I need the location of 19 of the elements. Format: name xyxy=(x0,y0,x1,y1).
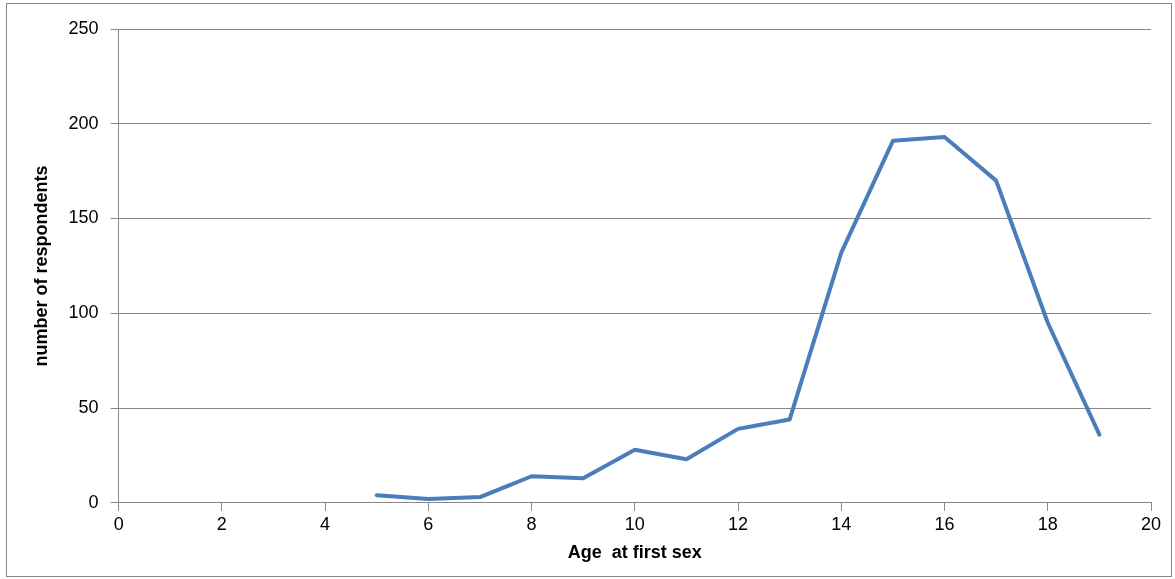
x-tick-label: 14 xyxy=(831,513,852,534)
x-tick-label: 10 xyxy=(624,513,645,534)
y-axis-title: number of respondents xyxy=(30,165,51,367)
y-tick-label: 200 xyxy=(68,112,99,133)
y-tick-label: 0 xyxy=(88,491,99,512)
x-tick-label: 0 xyxy=(113,513,124,534)
y-tick-label: 250 xyxy=(68,17,99,38)
x-tick-label: 2 xyxy=(216,513,227,534)
x-tick-label: 20 xyxy=(1140,513,1162,534)
x-tick-label: 16 xyxy=(934,513,955,534)
y-tick-label: 150 xyxy=(68,207,99,228)
y-tick-label: 100 xyxy=(68,302,99,323)
x-tick-label: 12 xyxy=(728,513,749,534)
y-tick-label: 50 xyxy=(78,397,99,418)
x-tick-label: 6 xyxy=(423,513,434,534)
x-tick-label: 8 xyxy=(526,513,537,534)
x-tick-label: 4 xyxy=(320,513,331,534)
x-axis-title: Age at first sex xyxy=(567,542,702,563)
x-tick-label: 18 xyxy=(1037,513,1058,534)
